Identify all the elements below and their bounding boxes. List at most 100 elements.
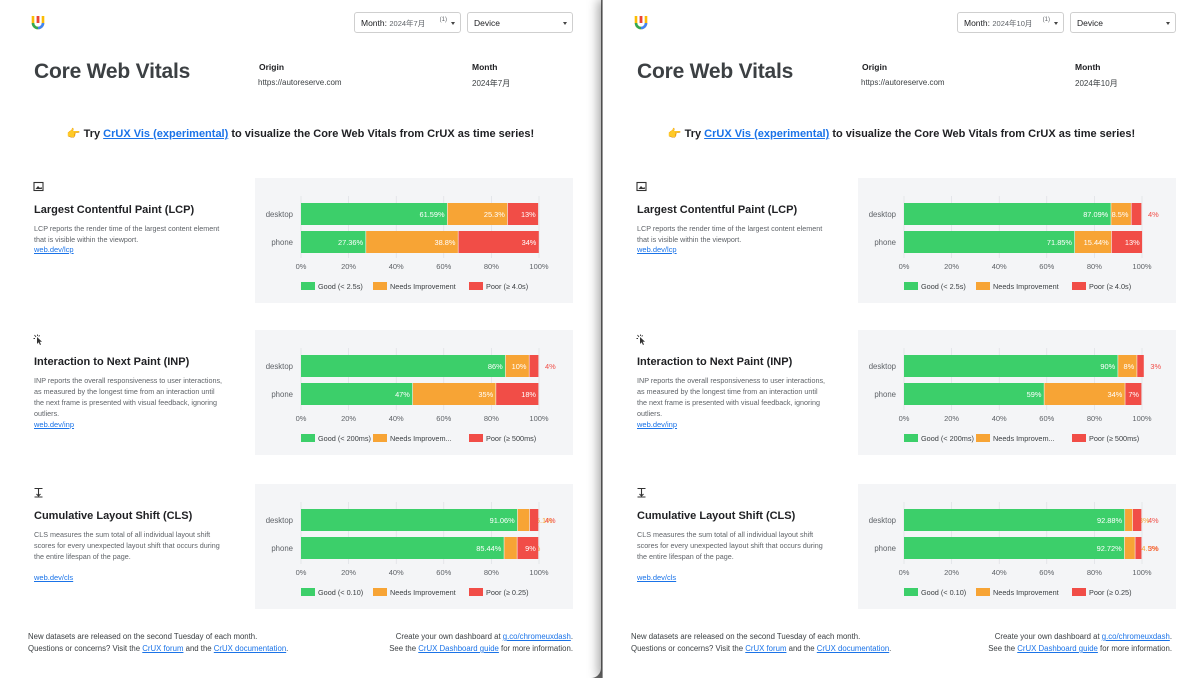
crux-docs-link[interactable]: CrUX documentation (213, 644, 287, 653)
data-label: 86% (488, 362, 503, 371)
bar-segment[interactable] (904, 203, 1111, 225)
bar-segment[interactable] (1125, 509, 1133, 531)
bar-segment[interactable] (496, 383, 539, 405)
data-label: 3% (1150, 362, 1161, 371)
device-select[interactable]: Device (467, 12, 573, 33)
bar-segment[interactable] (507, 203, 539, 225)
bar-segment[interactable] (1137, 355, 1144, 377)
crux-forum-link[interactable]: CrUX forum (142, 644, 184, 653)
metric-doc-link[interactable]: web.dev/lcp (637, 245, 677, 254)
bar-segment[interactable] (529, 509, 539, 531)
bar-segment[interactable] (1131, 203, 1142, 225)
bar-segment[interactable] (447, 203, 508, 225)
legend-label: Poor (≥ 4.0s) (486, 282, 528, 291)
metric-doc-link[interactable]: web.dev/inp (637, 420, 678, 429)
banner-suffix: to visualize the Core Web Vitals from Cr… (228, 128, 535, 140)
metric-doc-link[interactable]: web.dev/cls (34, 573, 74, 582)
data-label: 85.44% (476, 544, 501, 553)
category-label: desktop (266, 362, 294, 371)
bar-segment[interactable] (458, 231, 539, 253)
bar-segment[interactable] (1132, 509, 1142, 531)
legend-swatch (1072, 588, 1086, 596)
footer-left: New datasets are released on the second … (28, 631, 288, 655)
bar-segment[interactable] (1111, 231, 1143, 253)
bar-segment[interactable] (1075, 231, 1112, 253)
month-select[interactable]: Month: 2024年10月 (1) (957, 12, 1064, 33)
category-label: phone (271, 238, 293, 247)
bar-segment[interactable] (904, 355, 1118, 377)
metric-doc-link[interactable]: web.dev/inp (34, 420, 75, 429)
footer-left: New datasets are released on the second … (631, 631, 891, 655)
bar-segment[interactable] (301, 231, 366, 253)
banner-prefix: 👉 Try (66, 128, 104, 140)
chevron-down-icon (451, 22, 455, 25)
crux-docs-link[interactable]: CrUX documentation (816, 644, 890, 653)
bar-segment[interactable] (505, 355, 529, 377)
footer-questions: Questions or concerns? Visit the CrUX fo… (631, 643, 891, 655)
dashboard-guide-link[interactable]: CrUX Dashboard guide (1017, 644, 1098, 653)
category-label: desktop (869, 362, 897, 371)
origin-label: Origin (259, 62, 285, 72)
inp-pointer-icon (33, 334, 42, 345)
chromeuxdash-link[interactable]: g.co/chromeuxdash (502, 632, 571, 641)
bar-segment[interactable] (301, 537, 504, 559)
bar-segment[interactable] (412, 383, 496, 405)
page-title: Core Web Vitals (34, 60, 191, 83)
bar-segment[interactable] (517, 537, 539, 559)
data-label: 92.72% (1097, 544, 1122, 553)
data-label: 9% (525, 544, 536, 553)
bar-segment[interactable] (517, 509, 530, 531)
bar-segment[interactable] (1118, 355, 1137, 377)
data-label: 7% (1128, 390, 1139, 399)
footer-guide: See the CrUX Dashboard guide for more in… (389, 643, 573, 655)
page-title: Core Web Vitals (637, 60, 794, 83)
x-tick-label: 0% (899, 262, 910, 271)
metric-chart: 0% 20% 40% 60% 80% 100% desktop 86% 10% 4% phone 47… (255, 330, 573, 455)
footer-questions: Questions or concerns? Visit the CrUX fo… (28, 643, 288, 655)
bar-segment[interactable] (301, 383, 413, 405)
legend-swatch (976, 588, 990, 596)
footer-text: . (889, 644, 892, 653)
bar-segment[interactable] (1125, 383, 1142, 405)
bar-segment[interactable] (904, 537, 1125, 559)
bar-segment[interactable] (301, 355, 506, 377)
metric-doc-link[interactable]: web.dev/cls (637, 573, 677, 582)
legend-swatch (904, 434, 918, 442)
bar-segment[interactable] (301, 509, 518, 531)
bar-segment[interactable] (1135, 537, 1142, 559)
bar-segment[interactable] (529, 355, 539, 377)
x-tick-label: 80% (484, 568, 499, 577)
footer-text: Create your own dashboard at (395, 632, 503, 641)
footer-text: Questions or concerns? Visit the (28, 644, 143, 653)
dashboard-guide-link[interactable]: CrUX Dashboard guide (418, 644, 499, 653)
x-tick-label: 100% (1132, 568, 1152, 577)
legend-label: Needs Improvem... (390, 434, 452, 443)
bar-segment[interactable] (904, 231, 1075, 253)
x-tick-label: 100% (529, 568, 549, 577)
crux-vis-link[interactable]: CrUX Vis (experimental) (704, 128, 830, 140)
chromeuxdash-link[interactable]: g.co/chromeuxdash (1101, 632, 1170, 641)
bar-segment[interactable] (1044, 383, 1125, 405)
month-select[interactable]: Month: 2024年7月 (1) (354, 12, 461, 33)
bar-segment[interactable] (1124, 537, 1135, 559)
crux-vis-link[interactable]: CrUX Vis (experimental) (103, 128, 229, 140)
device-select[interactable]: Device (1070, 12, 1176, 33)
banner-suffix: to visualize the Core Web Vitals from Cr… (829, 128, 1136, 140)
metric-doc-link[interactable]: web.dev/lcp (34, 245, 74, 254)
data-label: 90% (1100, 362, 1115, 371)
bar-segment[interactable] (366, 231, 458, 253)
crux-vis-banner: 👉 Try CrUX Vis (experimental) to visuali… (603, 127, 1200, 140)
bar-segment[interactable] (904, 383, 1044, 405)
bar-segment[interactable] (504, 537, 517, 559)
bar-segment[interactable] (1111, 203, 1131, 225)
bar-segment[interactable] (301, 203, 447, 225)
x-tick-label: 100% (529, 262, 549, 271)
legend-label: Needs Improvement (993, 282, 1059, 291)
crux-vis-banner: 👉 Try CrUX Vis (experimental) to visuali… (0, 127, 601, 140)
data-label: 92.88% (1097, 516, 1122, 525)
origin-value: https://autoreserve.com (861, 78, 945, 87)
legend-label: Poor (≥ 500ms) (486, 434, 536, 443)
footer-release-note: New datasets are released on the second … (28, 632, 258, 641)
crux-forum-link[interactable]: CrUX forum (745, 644, 787, 653)
bar-segment[interactable] (904, 509, 1125, 531)
